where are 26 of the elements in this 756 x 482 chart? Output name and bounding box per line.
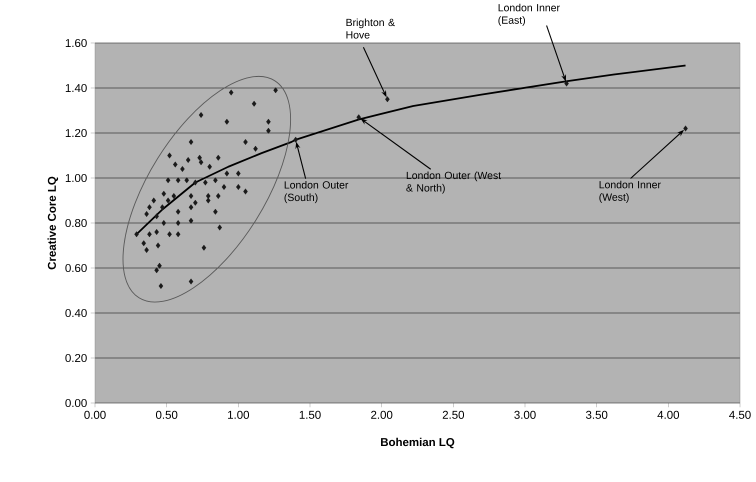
annotation: London Inner (East): [498, 4, 560, 26]
annotation: London Outer (West & North): [406, 171, 502, 194]
x-tick-label: 1.50: [300, 410, 321, 419]
x-tick-label: 4.50: [729, 410, 751, 419]
y-axis-title: Creative Core LQ: [48, 176, 58, 270]
y-tick-label: 0.60: [65, 264, 87, 272]
annotation: London Inner (West): [599, 180, 661, 203]
x-tick-label: 3.00: [514, 410, 536, 419]
y-tick-label: 1.20: [66, 128, 87, 138]
y-tick-label: 0.80: [65, 218, 87, 228]
x-tick-label: 3.50: [586, 410, 608, 419]
x-tick-label: 1.00: [228, 410, 250, 419]
y-tick-label: 0.00: [65, 398, 87, 408]
x-tick-label: 0.00: [84, 410, 106, 419]
annotation: London Outer (South): [284, 180, 348, 204]
x-tick-label: 0.50: [156, 410, 178, 419]
y-tick-label: 1.40: [66, 84, 87, 92]
x-tick-label: 4.00: [657, 410, 680, 419]
y-tick-label: 1.00: [66, 174, 87, 182]
y-tick-label: 0.20: [65, 354, 87, 362]
x-tick-label: 2.50: [442, 410, 464, 419]
y-tick-label: 0.40: [65, 308, 87, 318]
y-tick-label: 1.60: [66, 38, 87, 48]
x-tick-label: 2.00: [371, 410, 392, 419]
annotation: Brighton & Hove: [346, 18, 395, 39]
x-axis-title: Bohemian LQ: [381, 438, 454, 448]
